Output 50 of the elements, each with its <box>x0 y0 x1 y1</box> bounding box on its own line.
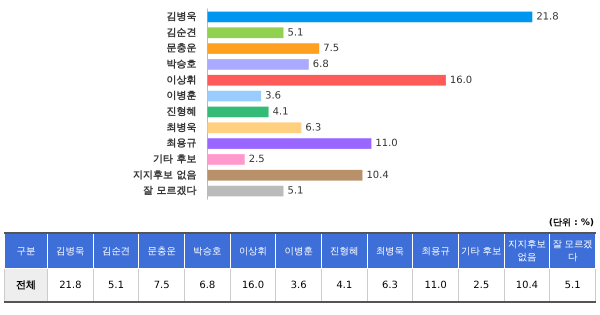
y-tick-label: 기타 후보 <box>152 154 196 166</box>
category-label: 이병훈 <box>284 246 313 256</box>
category-label: 기타 후보 <box>461 246 502 256</box>
text: 전체 <box>4 268 48 302</box>
category-label: 최병욱 <box>376 246 404 256</box>
text: 10.4 <box>516 280 538 290</box>
y-tick-label: 잘 모르겠다 <box>142 186 196 197</box>
data-label: 11.0 <box>375 138 398 150</box>
text: 21.8 <box>59 280 82 290</box>
text: 16.0 <box>242 280 264 290</box>
category-label: 이상휘 <box>238 246 268 256</box>
data-label: 5.1 <box>287 27 304 38</box>
data-label: 5.1 <box>287 186 304 197</box>
text: 11.0 <box>424 280 447 290</box>
data-label: 4.1 <box>272 106 288 118</box>
data-label: 6.3 <box>305 122 322 134</box>
text: 5.1 <box>108 280 124 290</box>
y-tick-label: 김순견 <box>166 27 196 38</box>
text: (단위 : %) <box>548 217 595 230</box>
text: 6.8 <box>199 280 216 290</box>
data-label: 7.5 <box>323 43 340 54</box>
category-label: 김병욱 <box>56 246 84 256</box>
category-label: 최용규 <box>421 246 450 256</box>
data-label: 2.5 <box>248 154 265 166</box>
text: 6.3 <box>382 280 398 290</box>
y-tick-label: 지지후보 없음 <box>132 170 196 181</box>
text: 구분 <box>4 233 48 268</box>
y-tick-label: 박승호 <box>166 59 196 70</box>
category-label: 박승호 <box>193 246 222 256</box>
text: 2.5 <box>473 280 490 290</box>
y-tick-label: 진형혜 <box>166 106 196 118</box>
category-label: 잘 모르겠다 <box>552 239 593 263</box>
y-tick-label: 최용규 <box>166 138 196 150</box>
data-label: 16.0 <box>450 74 472 86</box>
data-label: 6.8 <box>312 59 329 70</box>
data-label: 21.8 <box>536 12 559 23</box>
data-label: 3.6 <box>265 90 282 102</box>
text: 5.1 <box>564 280 581 290</box>
y-tick-label: 최병욱 <box>166 122 196 134</box>
text: 4.1 <box>336 280 352 290</box>
y-tick-label: 문충운 <box>166 43 196 54</box>
category-label: 진형혜 <box>330 246 358 256</box>
y-tick-label: 김병욱 <box>166 12 196 23</box>
text: 3.6 <box>290 280 307 290</box>
category-label: 김순견 <box>102 246 130 256</box>
text: 7.5 <box>154 280 170 290</box>
y-tick-label: 이상휘 <box>166 74 196 86</box>
y-tick-label: 이병훈 <box>166 90 196 102</box>
data-label: 10.4 <box>366 170 389 181</box>
category-label: 지지후보 없음 <box>508 239 546 263</box>
